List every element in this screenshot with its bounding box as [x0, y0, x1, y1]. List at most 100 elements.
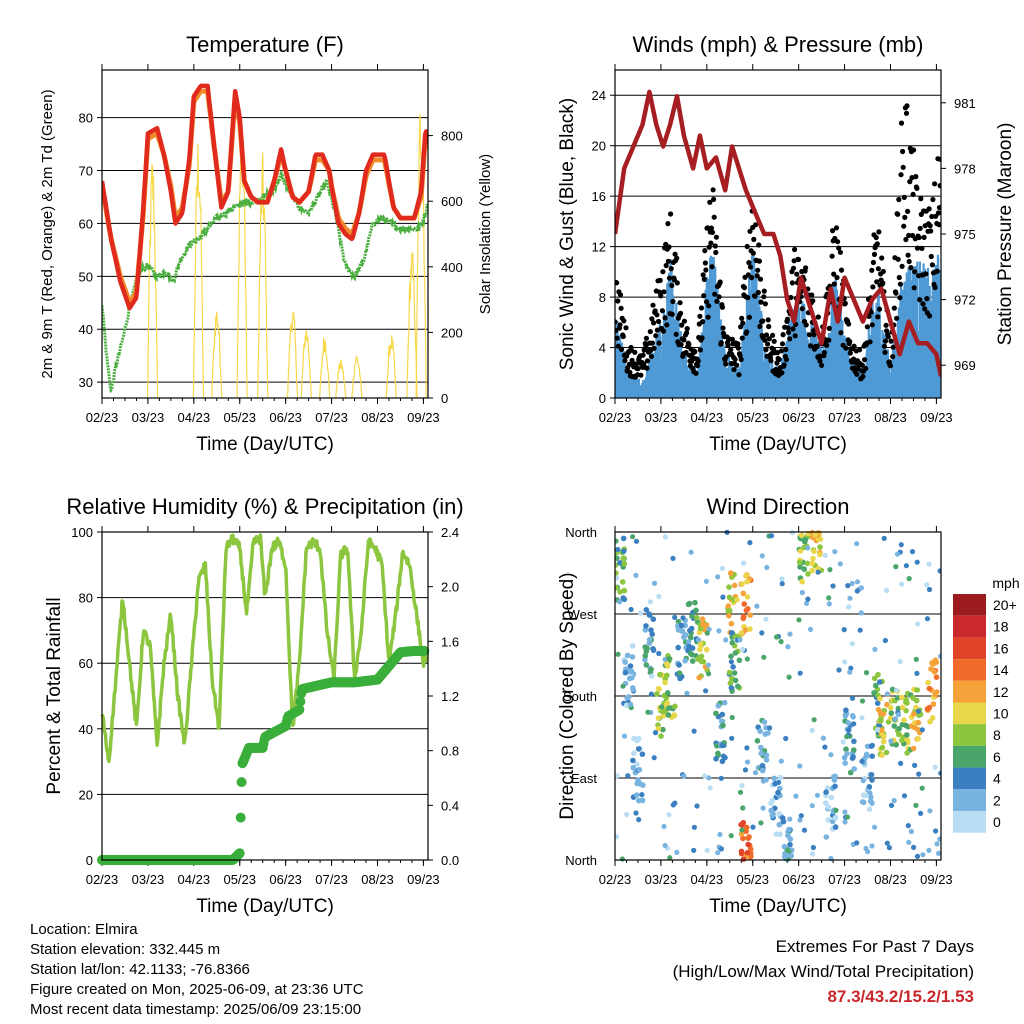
direction-point [908, 828, 915, 835]
gust-point [709, 264, 715, 270]
gust-point [786, 329, 792, 335]
panel-4: Wind DirectionNorthEastSouthWestNorth02/… [557, 494, 1020, 917]
gust-point [870, 284, 876, 290]
legend-swatch [953, 789, 986, 811]
direction-point [759, 767, 766, 774]
direction-point [849, 580, 855, 587]
y-axis-label: Direction (Colored By Speed) [557, 572, 578, 819]
direction-point [926, 561, 932, 567]
direction-point [898, 542, 904, 548]
gust-point [923, 271, 929, 277]
direction-point [846, 727, 852, 733]
y-tick-label: 40 [79, 322, 93, 337]
gust-point [834, 274, 840, 281]
gust-point [774, 350, 781, 356]
direction-point [698, 658, 705, 665]
x-tick-label: 05/23 [736, 872, 769, 887]
gust-point [716, 294, 722, 300]
gust-point [656, 340, 662, 346]
direction-point [695, 637, 702, 643]
direction-point [715, 850, 721, 856]
gust-point [669, 311, 675, 317]
gust-point [896, 274, 902, 281]
direction-point [639, 751, 646, 757]
gust-point [789, 280, 796, 286]
direction-point [889, 686, 896, 693]
direction-point [636, 766, 643, 773]
gust-point [901, 194, 907, 200]
direction-point [742, 767, 749, 773]
direction-point [843, 746, 849, 752]
direction-point [688, 549, 694, 555]
y-tick-label: East [571, 771, 597, 786]
gust-point [932, 284, 938, 291]
direction-point [740, 856, 747, 862]
direction-point [758, 820, 764, 826]
gust-point [864, 324, 871, 330]
gust-point [705, 225, 711, 231]
direction-point [788, 852, 794, 859]
direction-point [620, 555, 627, 562]
gust-point [910, 191, 916, 197]
gust-point [739, 335, 745, 341]
direction-point [634, 761, 640, 767]
direction-point [743, 607, 750, 614]
direction-point [809, 803, 815, 809]
direction-point [740, 835, 746, 842]
direction-point [660, 726, 666, 733]
direction-point [845, 720, 852, 726]
gust-point [882, 349, 888, 355]
direction-point [729, 714, 735, 721]
direction-point [787, 631, 793, 637]
direction-point [640, 782, 646, 788]
legend-label: 18 [993, 619, 1009, 635]
chart-title: Winds (mph) & Pressure (mb) [633, 32, 924, 57]
gust-point [657, 277, 663, 283]
legend-swatch [953, 745, 986, 768]
timestamp-text: Most recent data timestamp: 2025/06/09 2… [30, 1001, 362, 1018]
gust-point [650, 302, 656, 308]
gust-point [760, 318, 766, 324]
direction-point [898, 760, 904, 767]
y2-tick-label: 200 [441, 325, 463, 340]
gust-point [787, 336, 793, 342]
direction-point [851, 721, 857, 727]
direction-point [924, 616, 931, 622]
direction-point [894, 551, 901, 557]
direction-point [854, 588, 860, 594]
direction-point [787, 841, 793, 848]
direction-point [693, 607, 699, 614]
direction-point [743, 824, 750, 831]
x-axis-label: Time (Day/UTC) [196, 896, 334, 917]
direction-point [798, 532, 805, 539]
direction-point [744, 578, 750, 585]
speed-legend: mph 20+ 18 16 14 12 10 8 6 4 2 0 [953, 575, 1020, 833]
direction-point [884, 691, 891, 697]
gust-point [711, 196, 717, 202]
plot-area [102, 83, 428, 398]
direction-point [887, 704, 894, 711]
plot-area [97, 533, 430, 865]
insolation-spike [257, 152, 269, 398]
gust-point [706, 244, 712, 250]
gust-point [900, 164, 906, 170]
gust-point [626, 361, 632, 367]
direction-point [694, 614, 700, 621]
direction-point [777, 775, 783, 781]
direction-point [833, 807, 839, 814]
direction-point [857, 627, 863, 633]
direction-point [741, 601, 747, 607]
gust-point [838, 267, 845, 273]
direction-point [765, 730, 771, 736]
legend-swatch [953, 680, 986, 703]
x-tick-label: 08/23 [874, 410, 907, 425]
rainfall-point [419, 645, 430, 656]
direction-point [911, 844, 917, 851]
direction-point [901, 793, 908, 799]
direction-point [848, 665, 854, 671]
direction-point [828, 794, 835, 801]
legend-label: 2 [993, 792, 1001, 808]
direction-point [932, 657, 939, 663]
gust-point [717, 279, 723, 285]
direction-point [713, 756, 719, 762]
